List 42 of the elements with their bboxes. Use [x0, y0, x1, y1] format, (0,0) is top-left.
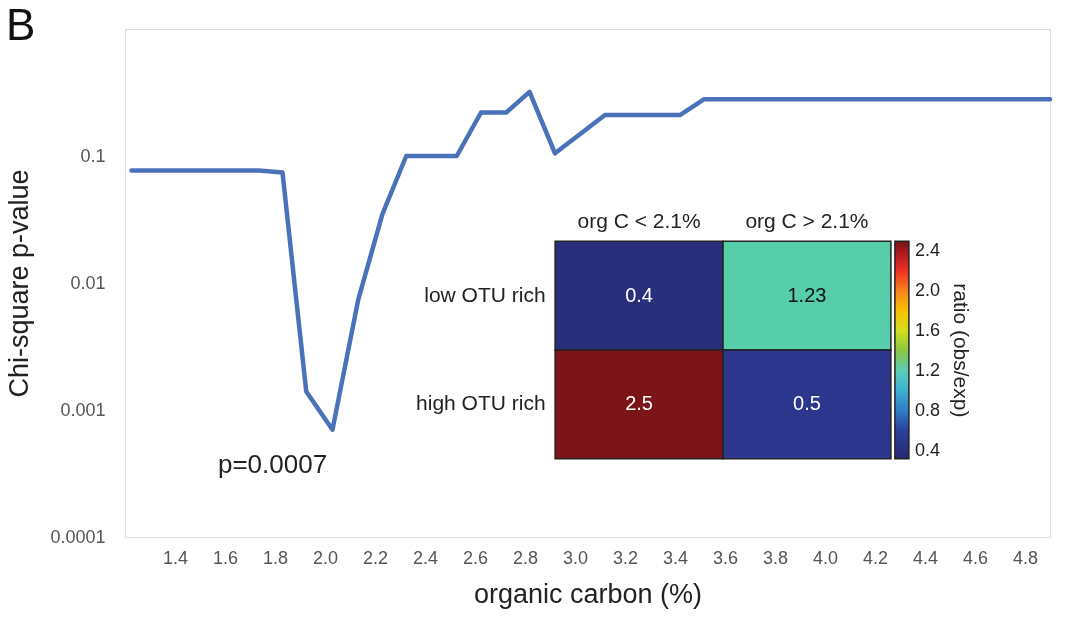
- color-bar-title: ratio (obs/exp): [949, 283, 973, 418]
- y-tick-label: 0.0001: [50, 526, 106, 547]
- x-tick-label: 4.0: [812, 547, 839, 568]
- y-axis-title: Chi-square p-value: [4, 169, 35, 398]
- x-tick-label: 3.4: [662, 547, 689, 568]
- y-tick-label: low OTU rich: [424, 282, 546, 306]
- color-bar-label: 2.4: [914, 240, 940, 261]
- x-tick-label: 1.4: [162, 547, 189, 568]
- color-bar-label: 0.8: [914, 399, 940, 420]
- x-tick-label: 2.4: [412, 547, 439, 568]
- x-tick-label: 3.0: [562, 547, 589, 568]
- y-tick-label: 0.01: [70, 272, 106, 293]
- y-tick-label: 0.1: [80, 145, 106, 166]
- y-tick-label: 0.001: [60, 399, 106, 420]
- color-bar-label: 1.6: [914, 320, 940, 341]
- x-tick-label: 1.6: [212, 547, 239, 568]
- color-bar-label: 1.2: [914, 360, 940, 380]
- data-label: 0.5: [793, 392, 821, 415]
- x-tick-label: 1.8: [262, 547, 289, 568]
- x-tick-label: 2.2: [362, 547, 389, 568]
- color-bar-label: 2.0: [914, 280, 940, 301]
- data-label: 2.5: [625, 392, 653, 415]
- line-series: [129, 89, 1053, 432]
- x-tick-label: 2.8: [512, 547, 539, 568]
- x-tick-label: 2.0: [312, 547, 339, 568]
- x-tick-label: org C < 2.1%: [577, 208, 701, 232]
- x-tick-label: 3.6: [712, 547, 739, 568]
- x-tick-label: 4.6: [962, 547, 989, 568]
- x-tick-label: 4.4: [912, 547, 939, 568]
- x-tick-label: 4.2: [862, 547, 889, 568]
- x-tick-label: 4.8: [1012, 547, 1039, 568]
- y-tick-label: high OTU rich: [416, 391, 546, 415]
- x-tick-label: 3.8: [762, 547, 789, 568]
- annotation: p=0.0007: [217, 448, 328, 479]
- color-bar-label: 0.4: [914, 439, 940, 460]
- x-tick-label: 2.6: [462, 547, 489, 568]
- data-label: 1.23: [787, 283, 827, 306]
- data-label: 0.4: [625, 283, 653, 306]
- x-tick-label: 3.2: [612, 547, 639, 568]
- x-tick-label: org C > 2.1%: [745, 208, 869, 232]
- chart-title: B: [5, 0, 36, 49]
- x-axis-title: organic carbon (%): [473, 578, 703, 609]
